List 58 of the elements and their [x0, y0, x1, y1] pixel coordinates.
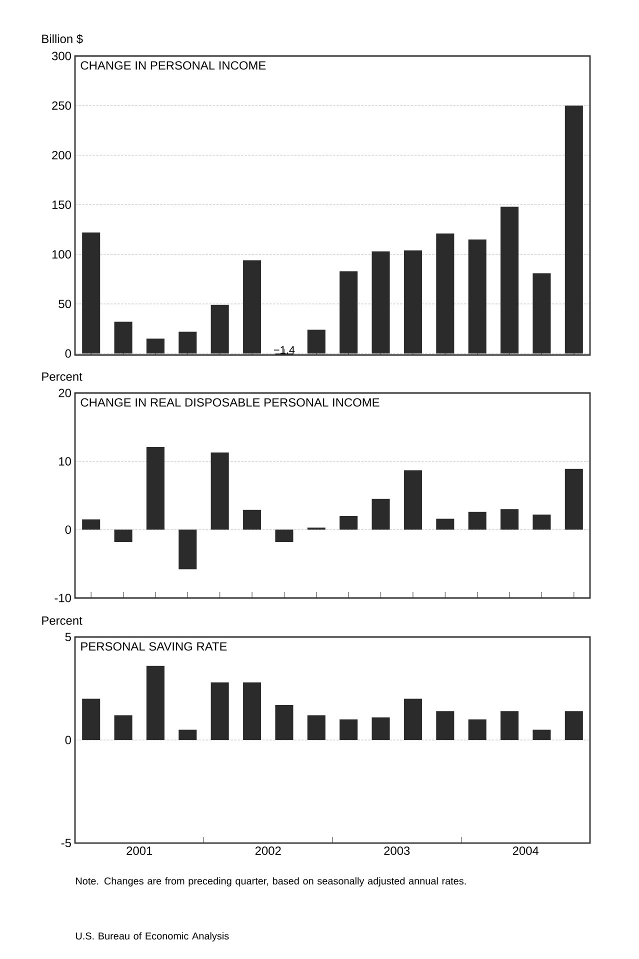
bar — [243, 682, 262, 740]
bar — [500, 509, 519, 530]
bar — [146, 446, 164, 530]
bar — [564, 711, 583, 740]
data-label: −1.4 — [274, 346, 295, 354]
bar — [275, 530, 294, 542]
y-tick-label: 150 — [52, 200, 72, 209]
bar — [468, 719, 486, 740]
y-tick-label: 0 — [65, 349, 72, 358]
y-axis-title: Percent — [42, 372, 82, 381]
y-tick-label: 300 — [52, 52, 72, 60]
bar — [532, 730, 551, 740]
y-axis-title: Billion $ — [42, 34, 83, 44]
y-tick-label: -10 — [54, 594, 72, 602]
bar — [178, 530, 197, 570]
bar — [243, 510, 262, 530]
y-tick-label: 50 — [58, 300, 72, 308]
bar — [436, 518, 454, 530]
bar — [340, 516, 358, 530]
y-tick-label: -5 — [61, 838, 71, 848]
bar — [436, 711, 454, 740]
y-axis-title: Percent — [42, 616, 82, 625]
y-tick-label: 20 — [58, 388, 72, 398]
x-tick-label: 2002 — [255, 846, 281, 855]
bar — [82, 698, 100, 740]
bar — [82, 519, 100, 530]
bar — [564, 468, 583, 530]
bar — [372, 498, 390, 530]
bar — [372, 717, 390, 740]
bar — [178, 730, 197, 740]
y-tick-label: 200 — [52, 150, 72, 160]
bar — [146, 666, 164, 740]
bar — [340, 719, 358, 740]
bar — [210, 682, 229, 740]
bar — [404, 470, 422, 530]
chart-title: CHANGE IN PERSONAL INCOME — [80, 61, 266, 70]
bar — [468, 512, 486, 530]
bar — [210, 452, 229, 530]
text: Note. Changes are from preceding quarter, based on seasonally adjusted annual rates. — [76, 877, 466, 886]
x-tick-label: 2001 — [126, 846, 152, 855]
bar — [532, 514, 551, 530]
y-tick-label: 10 — [59, 457, 72, 466]
x-tick-label: 2004 — [512, 846, 539, 855]
x-tick-label: 2003 — [384, 846, 410, 855]
chart-title: PERSONAL SAVING RATE — [81, 642, 227, 651]
chart-title: CHANGE IN REAL DISPOSABLE PERSONAL INCOME — [80, 398, 380, 407]
y-tick-label: 5 — [65, 632, 71, 642]
y-tick-label: 0 — [65, 525, 72, 534]
bar — [307, 715, 326, 740]
y-tick-label: 250 — [52, 101, 72, 110]
text: U.S. Bureau of Economic Analysis — [76, 932, 229, 942]
bar — [500, 711, 519, 740]
bar — [114, 715, 132, 740]
bar — [114, 530, 132, 542]
bar — [404, 698, 422, 740]
bar — [275, 704, 294, 740]
y-tick-label: 0 — [65, 736, 72, 744]
y-tick-label: 100 — [52, 250, 72, 259]
